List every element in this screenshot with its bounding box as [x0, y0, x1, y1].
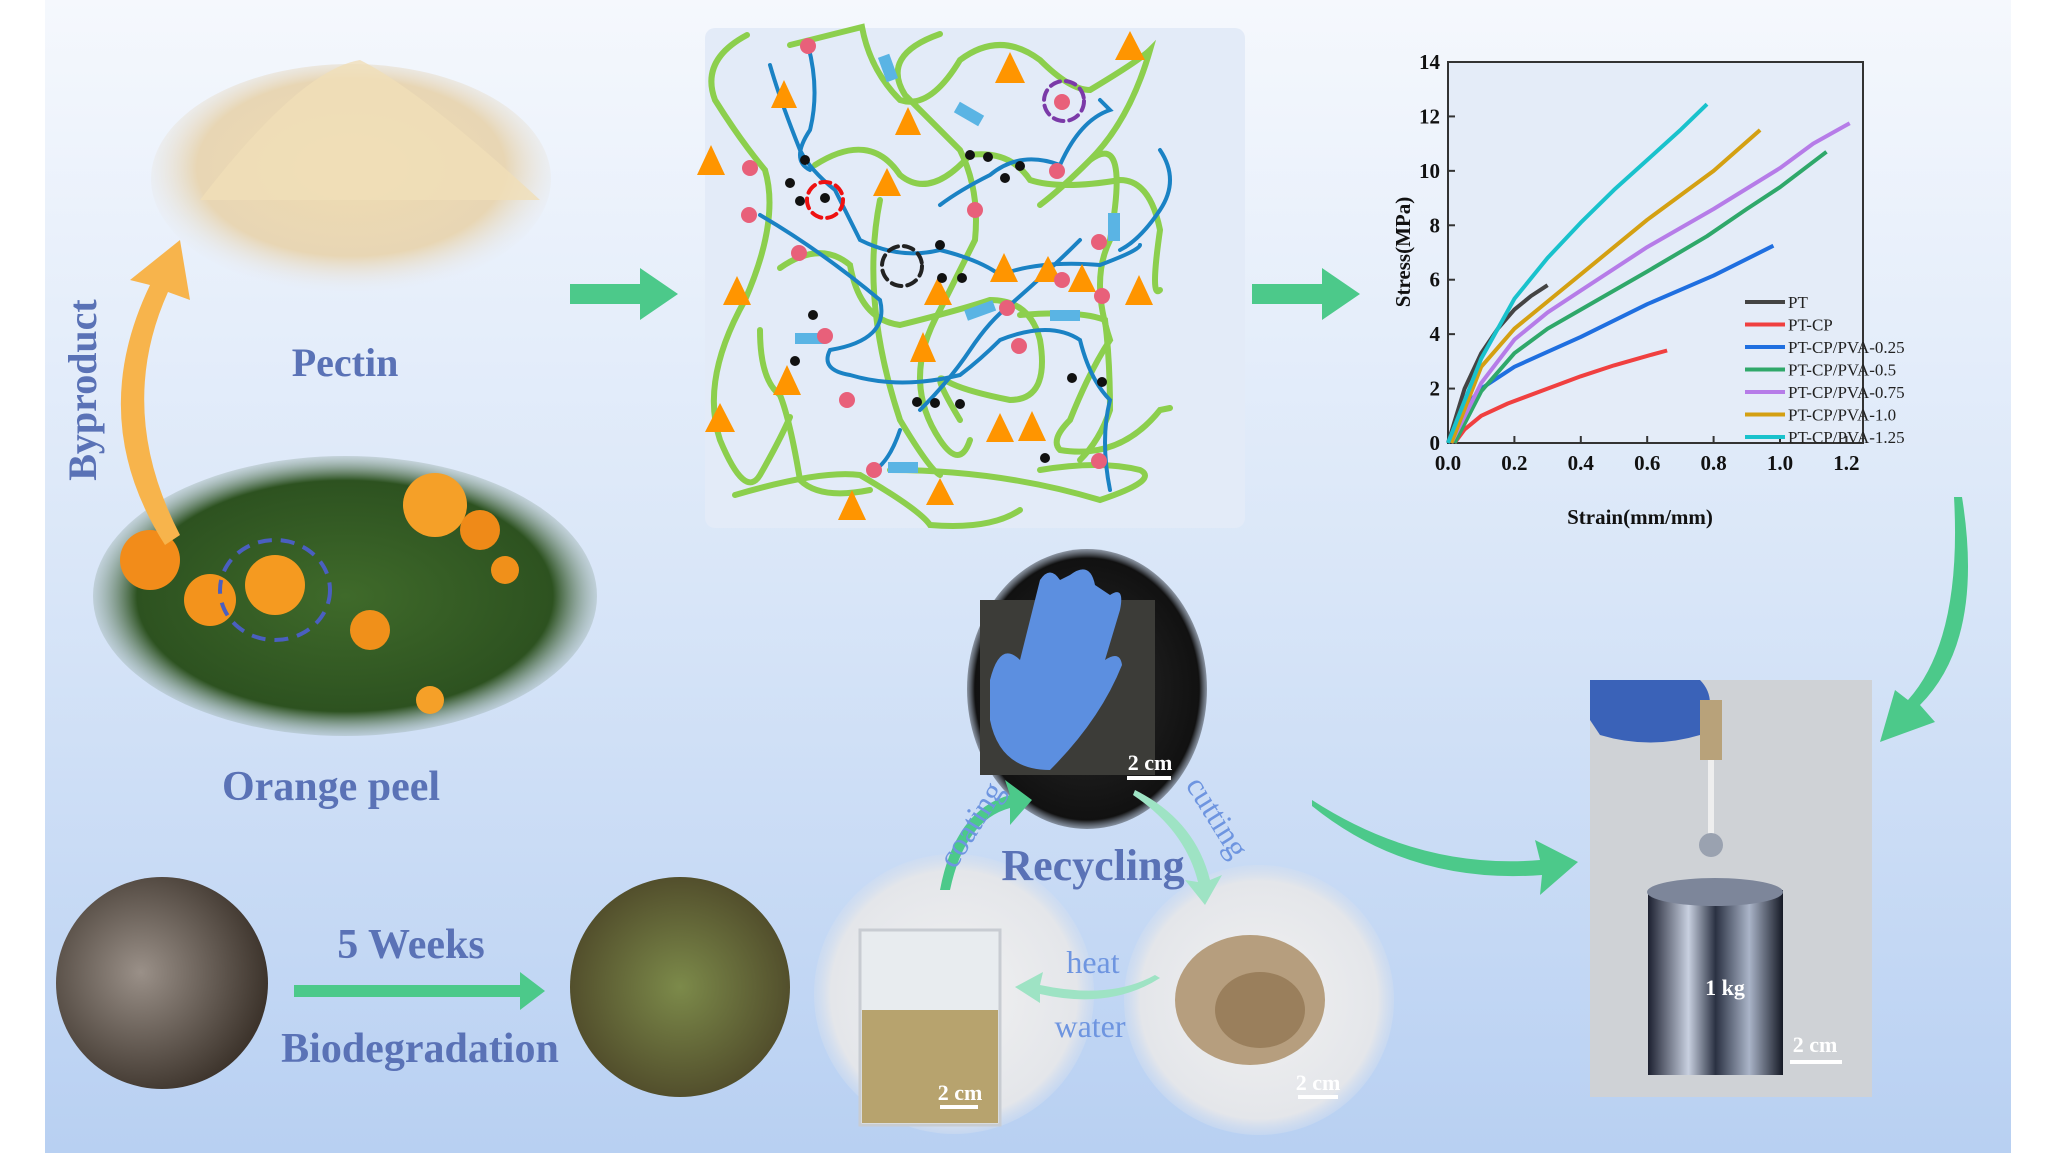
- legend-label: PT: [1788, 293, 1808, 312]
- stress-strain-chart: 0.0 0.2 0.4 0.6 0.8 1.0 1.2 0 2 4 6 8 10 12 14 PT PT-CP…: [1391, 50, 1905, 529]
- film-after-photo: [570, 877, 790, 1097]
- scale-bar: [1298, 1095, 1338, 1099]
- byproduct-arrow-icon: [120, 240, 190, 545]
- y-tick-label: 6: [1430, 268, 1441, 292]
- legend-label: PT-CP/PVA-0.25: [1788, 338, 1905, 357]
- orange-peel-label: Orange peel: [222, 764, 440, 810]
- arrow-right-icon: [570, 268, 678, 320]
- heat-water-arrow-icon: [1015, 972, 1160, 1003]
- scale-bar-label: 2 cm: [1128, 750, 1173, 775]
- series-line: [1452, 348, 1668, 445]
- series-line: [1449, 128, 1762, 444]
- scale-bar-label: 2 cm: [938, 1080, 983, 1105]
- scale-bar: [1790, 1060, 1842, 1064]
- x-tick-label: 1.2: [1833, 451, 1859, 475]
- y-axis-label: Stress(MPa): [1391, 197, 1415, 307]
- cut-flakes-photo: [1124, 865, 1394, 1135]
- y-tick-label: 2: [1430, 377, 1441, 401]
- orange-peel-photo: [93, 456, 597, 736]
- beaker-photo: [814, 854, 1094, 1134]
- coating-arrow-icon: [940, 780, 1032, 890]
- arrow-curved-icon: [1880, 497, 1969, 742]
- scale-bar: [1127, 776, 1171, 780]
- highlight-circle: [218, 538, 332, 642]
- scale-bar-label: 2 cm: [1296, 1070, 1341, 1095]
- x-tick-label: 1.0: [1767, 451, 1793, 475]
- polymer-network-diagram: [697, 23, 1245, 529]
- y-tick-label: 4: [1430, 322, 1441, 346]
- scale-bar: [940, 1105, 978, 1109]
- legend-label: PT-CP/PVA-1.0: [1788, 406, 1896, 425]
- scale-bar-label: 2 cm: [1793, 1032, 1838, 1057]
- y-tick-label: 8: [1430, 213, 1441, 237]
- weight-label: 1 kg: [1705, 975, 1745, 1000]
- x-tick-label: 0.8: [1700, 451, 1726, 475]
- pectin-label: Pectin: [292, 340, 399, 385]
- y-tick-label: 14: [1419, 50, 1441, 74]
- y-tick-label: 0: [1430, 431, 1441, 455]
- recycling-label: Recycling: [1001, 841, 1184, 890]
- x-tick-label: 0.4: [1568, 451, 1595, 475]
- x-tick-label: 0.2: [1501, 451, 1527, 475]
- heat-label: heat: [1066, 944, 1119, 980]
- arrow-right-icon: [1252, 268, 1360, 320]
- series-line: [1452, 150, 1828, 444]
- x-tick-label: 0.6: [1634, 451, 1660, 475]
- pectin-powder-photo: [151, 60, 551, 294]
- y-tick-label: 12: [1419, 104, 1440, 128]
- legend-label: PT-CP/PVA-1.25: [1788, 428, 1905, 447]
- x-tick-label: 0.0: [1435, 451, 1461, 475]
- biodegradation-label: Biodegradation: [281, 1026, 559, 1072]
- legend-label: PT-CP/PVA-0.5: [1788, 361, 1896, 380]
- plot-area: [1447, 61, 1864, 444]
- legend-label: PT-CP/PVA-0.75: [1788, 383, 1905, 402]
- series-line: [1446, 102, 1709, 444]
- y-tick-label: 10: [1419, 159, 1440, 183]
- cutting-arrow-icon: [1133, 790, 1222, 905]
- arrow-curved-icon: [1312, 800, 1578, 895]
- series-line: [1449, 121, 1851, 444]
- arrow-right-icon: [294, 972, 545, 1010]
- x-axis-label: Strain(mm/mm): [1567, 505, 1713, 529]
- weeks-label: 5 Weeks: [337, 922, 484, 968]
- byproduct-label: Byproduct: [60, 299, 105, 481]
- weight-test-photo: [1590, 680, 1872, 1097]
- water-label: water: [1054, 1008, 1125, 1044]
- legend-label: PT-CP: [1788, 316, 1833, 335]
- glove-photo: [967, 549, 1207, 829]
- film-before-photo: [56, 877, 268, 1089]
